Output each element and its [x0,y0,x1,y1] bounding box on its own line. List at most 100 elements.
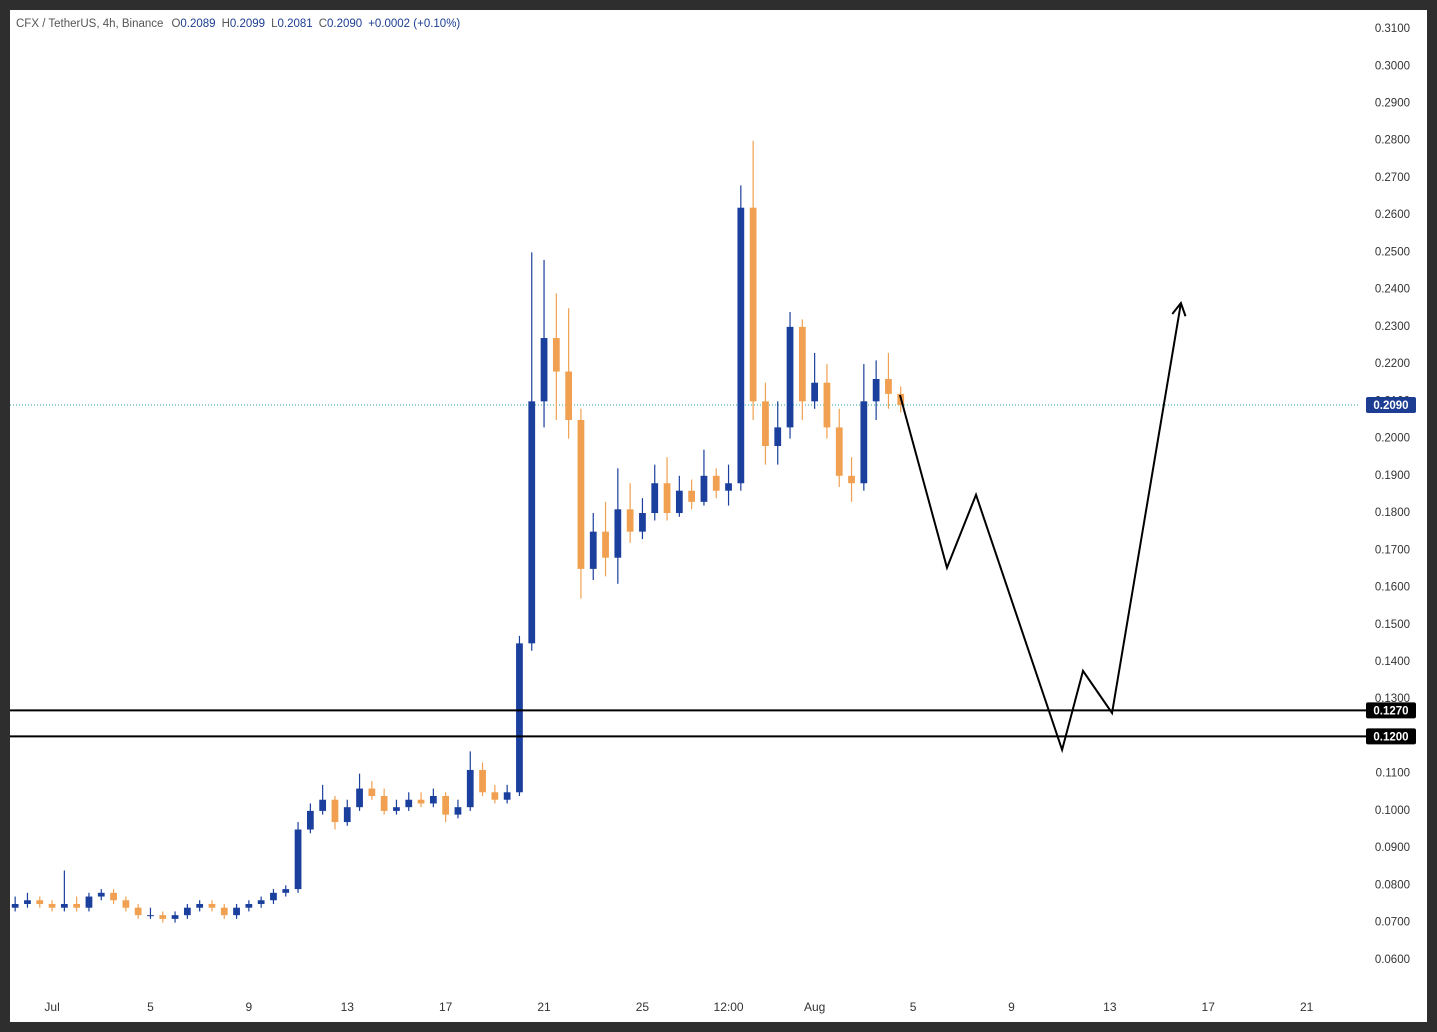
y-tick-label: 0.2800 [1375,135,1410,147]
candle-body [24,900,31,904]
y-tick-label: 0.1900 [1375,470,1410,482]
candle-body [110,892,117,901]
candle-body [48,903,56,908]
x-tick-label: 9 [246,1000,253,1014]
y-tick-label: 0.2900 [1375,97,1410,109]
candle-body [860,401,868,484]
candle-body [393,807,400,811]
candle-body [73,903,81,908]
x-tick-label: 17 [439,1000,453,1014]
candle-body [848,475,855,484]
candle-body [626,509,634,532]
price-line-label: 0.1200 [1373,731,1408,743]
candle-body [811,382,819,402]
candle-body [725,483,732,491]
candle-body [749,207,757,402]
y-tick-label: 0.2300 [1375,321,1410,333]
y-tick-label: 0.3100 [1375,23,1410,35]
candle-body [319,799,327,811]
y-tick-label: 0.2700 [1375,172,1410,184]
candle-body [614,509,622,558]
candle-body [786,326,794,428]
candle-body [835,427,843,476]
candle-body [331,799,339,823]
x-tick-label: 17 [1202,1000,1216,1014]
candle-body [762,401,769,447]
candle-body [442,796,450,815]
candle-body [196,903,204,908]
candle-body [171,915,179,919]
candle-body [11,903,19,908]
ohlc-key: L [271,18,278,30]
y-tick-label: 0.2000 [1375,433,1410,445]
candle-body [774,427,782,447]
candle-body [405,799,413,808]
y-tick-label: 0.1800 [1375,507,1410,519]
x-tick-label: 12:00 [714,1000,744,1014]
candle-body [60,903,68,908]
y-tick-label: 0.0900 [1375,842,1410,854]
x-tick-label: 21 [1300,1000,1314,1014]
y-tick-label: 0.3000 [1375,60,1410,72]
y-tick-label: 0.1300 [1375,693,1410,705]
candle-body [688,490,696,502]
projection-line [899,302,1182,754]
ohlc-value: 0.2089 [180,18,215,30]
candle-body [417,799,425,804]
projection-arrowhead [1171,300,1187,317]
candle-body [651,483,659,514]
x-tick-label: 13 [341,1000,355,1014]
y-tick-label: 0.2500 [1375,246,1410,258]
x-tick-label: Jul [44,1000,59,1014]
candle-body [565,371,573,420]
x-tick-label: 5 [910,1000,917,1014]
chart-panel [10,10,1427,1022]
candle-body [220,907,228,916]
candle-body [134,907,142,916]
ohlc-key: H [222,18,230,30]
candle-body [552,338,560,372]
last-price-tag [1366,397,1416,414]
x-tick-label: 5 [147,1000,154,1014]
ohlc-value: 0.2099 [230,18,265,30]
candle-body [798,326,806,402]
y-tick-label: 0.1500 [1375,619,1410,631]
chart-header: CFX / TetherUS, 4h, Binance O0.2089 H0.209… [16,18,460,30]
candle-body [885,378,892,394]
change: +0.0002 (+0.10%) [368,18,460,30]
ohlc-value: 0.2081 [278,18,313,30]
candle-body [343,807,351,823]
price-line-tag [1366,728,1416,745]
y-tick-label: 0.2200 [1375,358,1410,370]
candle-body [528,401,536,644]
y-tick-label: 0.0600 [1375,954,1410,966]
candle-body [516,643,523,793]
y-tick-label: 0.1100 [1376,768,1410,780]
x-tick-label: Aug [804,1000,825,1014]
candle-body [737,207,745,484]
candle-body [491,792,499,800]
x-tick-label: 25 [636,1000,650,1014]
candle-body [36,900,44,904]
candle-body [306,810,314,830]
candle-body [503,792,511,800]
ohlc-key: O [171,18,180,30]
candle-body [540,338,548,402]
candle-body [479,769,486,793]
symbol: CFX / TetherUS, 4h, Binance [16,18,163,30]
candle-body [97,892,105,897]
candle-body [270,892,277,901]
x-tick-label: 13 [1103,1000,1117,1014]
ohlc-value: 0.2090 [327,18,362,30]
y-tick-label: 0.1600 [1375,582,1410,594]
candle-body [245,903,253,908]
candle-body [602,531,609,558]
candle-body [872,378,880,402]
candle-body [282,889,290,893]
price-line-label: 0.1270 [1373,705,1408,717]
candle-body [294,829,302,890]
candle-body [122,900,130,908]
candle-body [147,915,154,917]
price-line-tag [1366,702,1416,719]
candle-body [183,907,191,916]
